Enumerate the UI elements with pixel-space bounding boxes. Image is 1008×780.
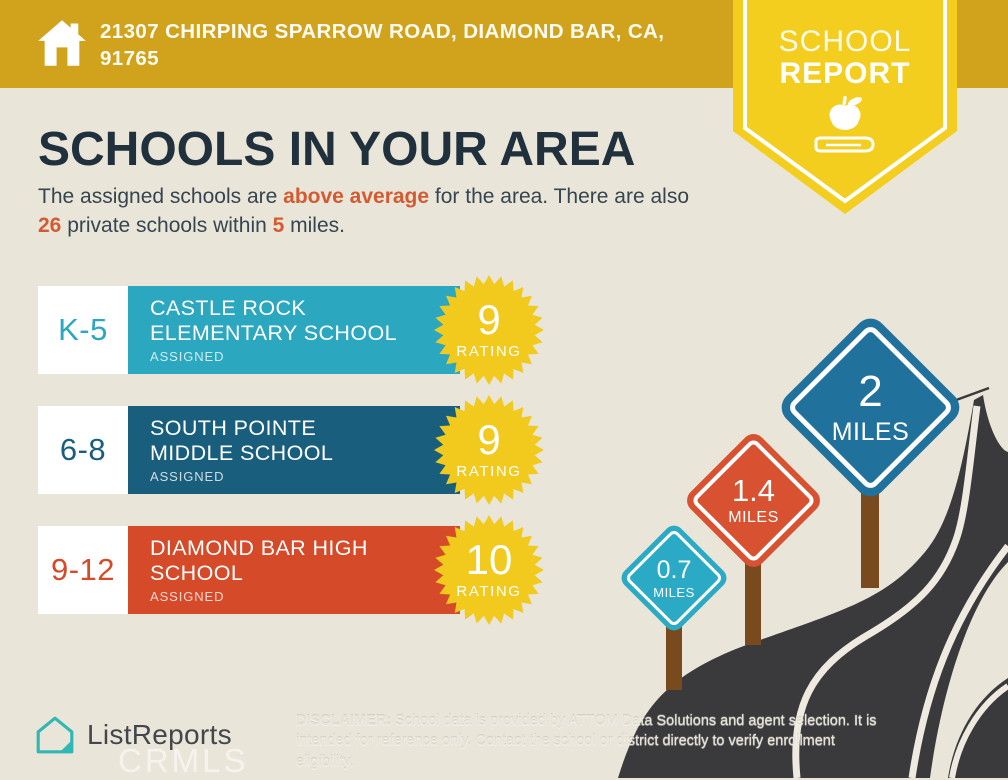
rating-badge: 10 RATING: [434, 515, 544, 625]
grade-range: 9-12: [38, 526, 128, 614]
page-subtitle: The assigned schools are above average f…: [38, 183, 702, 241]
rating-content: 9 RATING: [434, 275, 544, 385]
distance-value: 1.4: [731, 473, 776, 508]
subtitle-text: private schools within: [61, 213, 273, 237]
disclaimer-label: DISCLAIMER:: [296, 713, 392, 729]
starburst-icon: [434, 515, 544, 625]
road-corner-line: [949, 683, 1008, 778]
subtitle-text: miles.: [284, 213, 345, 237]
crmls-watermark: CRMLS: [118, 742, 249, 779]
rating-label: RATING: [456, 462, 522, 480]
starburst-icon: [434, 395, 544, 505]
page-title: SCHOOLS IN YOUR AREA: [38, 123, 636, 176]
distance-sign-near: 0.7 MILES: [617, 521, 731, 635]
school-bar: SOUTH POINTE MIDDLE SCHOOL ASSIGNED: [128, 406, 460, 494]
ribbon-word-school: SCHOOL: [778, 25, 912, 58]
distance-value: 0.7: [656, 555, 692, 584]
rating-value: 10: [465, 536, 513, 584]
assigned-label: ASSIGNED: [150, 349, 225, 365]
assigned-label: ASSIGNED: [150, 469, 225, 485]
distance-unit: MILES: [831, 418, 910, 446]
diamond-sign-shape: 2 MILES: [775, 312, 966, 503]
school-row-elementary: K-5 CASTLE ROCK ELEMENTARY SCHOOL ASSIGN…: [38, 275, 544, 385]
school-name: CASTLE ROCK ELEMENTARY SCHOOL: [150, 295, 397, 345]
road-body: [618, 395, 1008, 778]
road-center-line: [792, 405, 981, 778]
subtitle-highlight-radius: 5: [272, 213, 285, 237]
rating-badge: 9 RATING: [434, 275, 544, 385]
listreports-logo: ListReports: [34, 714, 232, 756]
grade-range: 6-8: [38, 406, 128, 494]
distance-value: 2: [858, 367, 883, 416]
subtitle-highlight-count: 26: [38, 213, 62, 237]
subtitle-text: for the area. There are also: [429, 185, 690, 208]
rating-content: 10 RATING: [434, 515, 544, 625]
subtitle-text: The assigned schools are: [38, 185, 284, 208]
school-bar: DIAMOND BAR HIGH SCHOOL ASSIGNED: [128, 526, 460, 614]
apple-book-icon: [814, 95, 875, 153]
distance-unit: MILES: [653, 584, 695, 600]
rating-content: 9 RATING: [434, 395, 544, 505]
rating-value: 9: [477, 416, 501, 464]
school-report-ribbon: SCHOOL REPORT: [733, 0, 957, 216]
brand-name: ListReports: [87, 719, 232, 750]
road-edge-line: [908, 543, 1008, 778]
rating-badge: 9 RATING: [434, 395, 544, 505]
subtitle-highlight-above-average: above average: [283, 185, 430, 208]
sign-post-small: [666, 612, 682, 690]
school-bar: CASTLE ROCK ELEMENTARY SCHOOL ASSIGNED: [128, 286, 460, 374]
starburst-icon: [434, 275, 544, 385]
distance-sign-far: 2 MILES: [775, 312, 966, 503]
disclaimer-text: School data is provided by ATTOM Data So…: [296, 713, 877, 770]
grade-range: K-5: [38, 286, 128, 374]
ribbon-title: SCHOOL REPORT: [733, 25, 957, 91]
rating-label: RATING: [456, 582, 522, 600]
distance-label: 1.4 MILES: [703, 450, 804, 551]
distance-unit: MILES: [728, 509, 779, 526]
home-icon: [38, 20, 86, 66]
school-row-middle: 6-8 SOUTH POINTE MIDDLE SCHOOL ASSIGNED …: [38, 395, 544, 505]
listreports-house-icon: [36, 716, 74, 754]
school-row-high: 9-12 DIAMOND BAR HIGH SCHOOL ASSIGNED 10…: [38, 515, 544, 625]
disclaimer: DISCLAIMER: School data is provided by A…: [296, 711, 890, 772]
road-corner-piece: [948, 678, 1008, 778]
property-address: 21307 CHIRPING SPARROW ROAD, DIAMOND BAR…: [100, 20, 665, 70]
school-name: DIAMOND BAR HIGH SCHOOL: [150, 535, 368, 585]
ribbon-word-report: REPORT: [779, 57, 911, 91]
school-name: SOUTH POINTE MIDDLE SCHOOL: [150, 415, 334, 465]
distance-sign-mid: 1.4 MILES: [682, 429, 825, 572]
assigned-label: ASSIGNED: [150, 589, 225, 605]
distance-label: 0.7 MILES: [634, 538, 714, 618]
distance-label: 2 MILES: [803, 340, 938, 475]
rating-label: RATING: [456, 342, 522, 360]
sign-post-medium: [745, 545, 761, 645]
rating-value: 9: [477, 296, 501, 344]
